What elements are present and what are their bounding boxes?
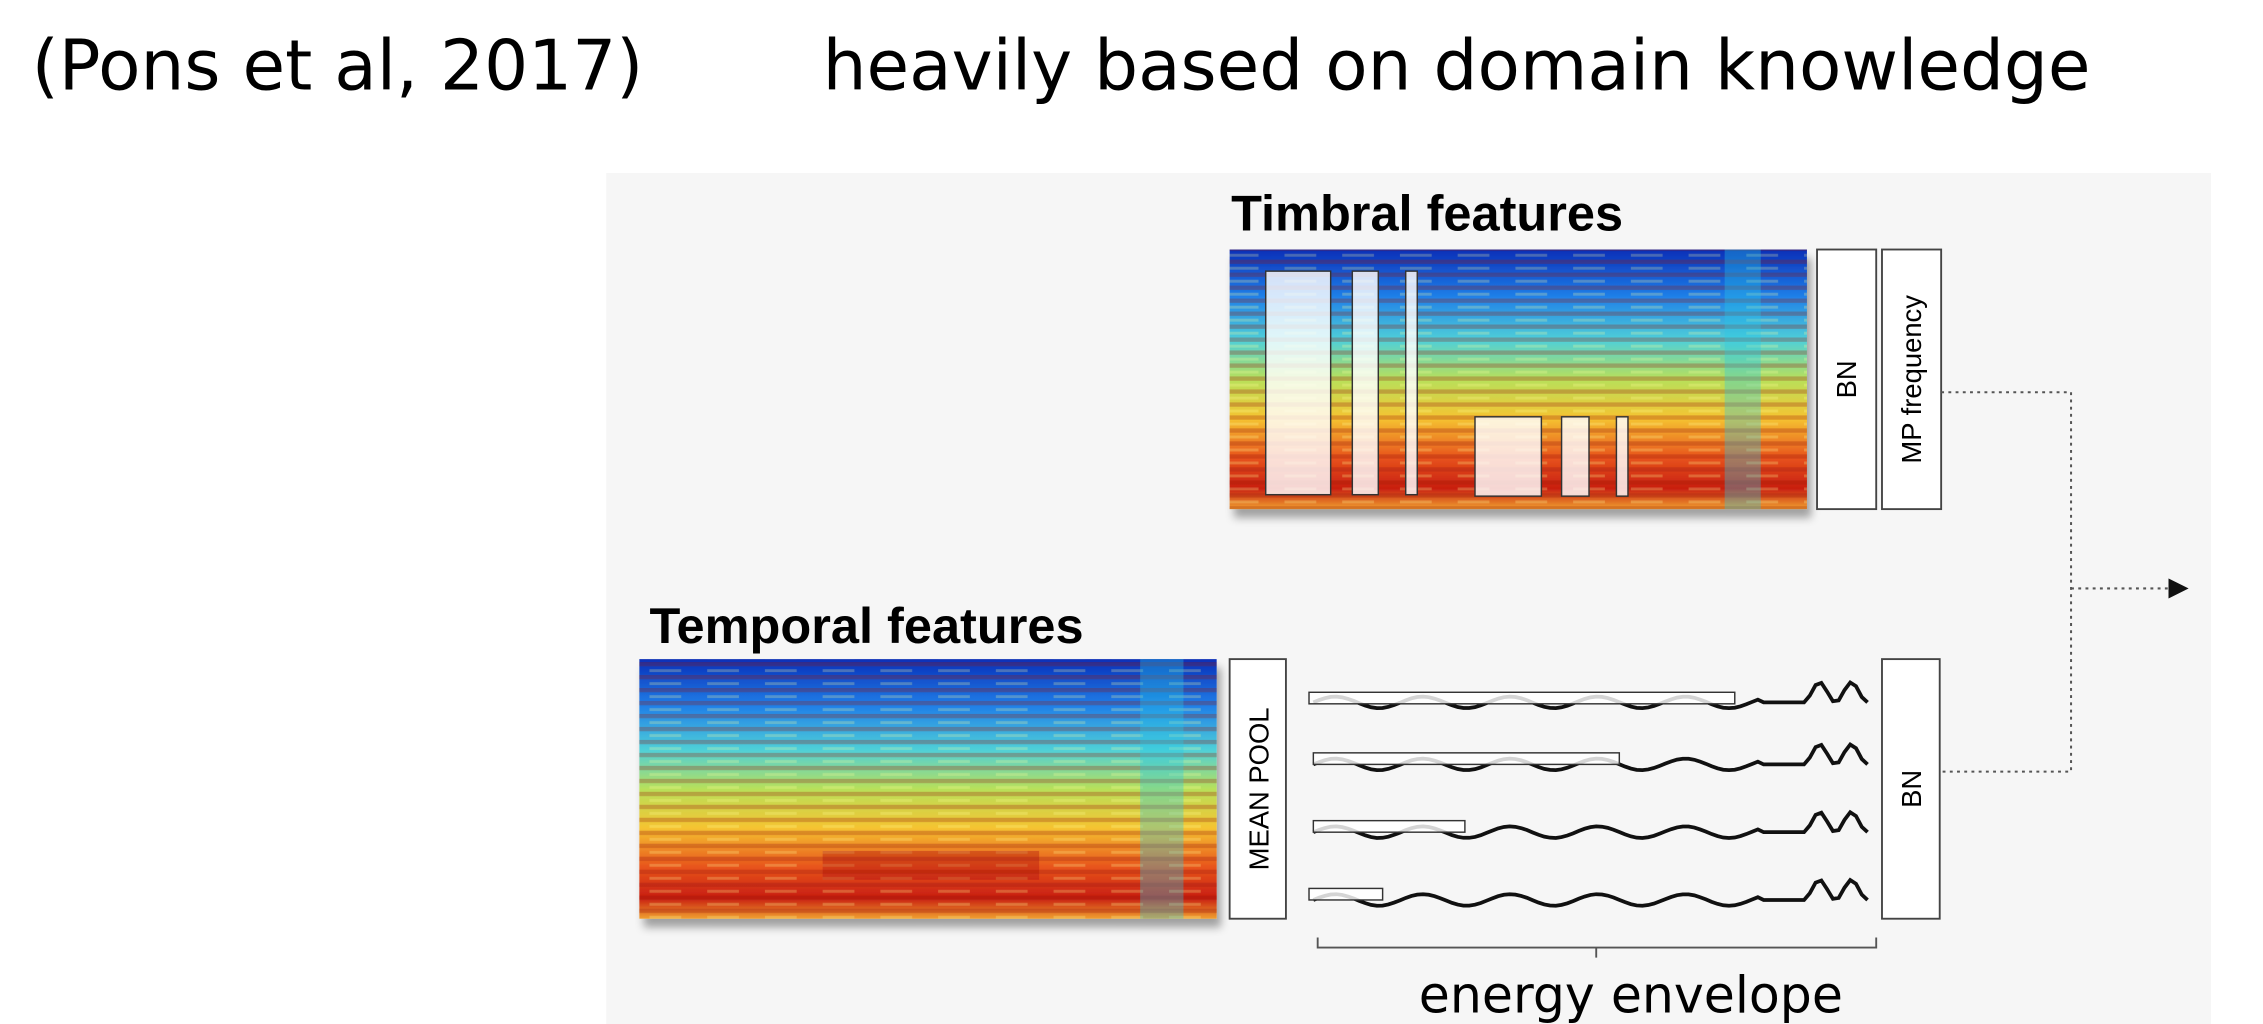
subtitle: heavily based on domain knowledge bbox=[823, 26, 2091, 106]
envelope-label: energy envelope bbox=[1419, 965, 1843, 1024]
pool-box bbox=[1881, 248, 1943, 511]
temporal-spectrogram bbox=[639, 659, 1217, 919]
timbral-filters bbox=[1264, 270, 1629, 497]
pool-label: MP frequency bbox=[1896, 295, 1927, 464]
temporal-filters bbox=[1308, 691, 1736, 901]
temporal-title: Temporal features bbox=[649, 597, 1083, 654]
mean-pool-label: MEAN POOL bbox=[1244, 707, 1275, 870]
connector bbox=[1939, 391, 2073, 773]
bn-label: BN bbox=[1831, 360, 1862, 398]
brace bbox=[1316, 937, 1878, 958]
timbral-title: Timbral features bbox=[1231, 185, 1623, 242]
bn-box bbox=[1816, 248, 1878, 511]
citation: (Pons et al, 2017) bbox=[32, 26, 644, 106]
wave bbox=[1312, 877, 1869, 908]
bn-label: BN bbox=[1896, 770, 1927, 808]
mean-pool-box bbox=[1228, 658, 1287, 920]
bn-box bbox=[1881, 658, 1941, 920]
